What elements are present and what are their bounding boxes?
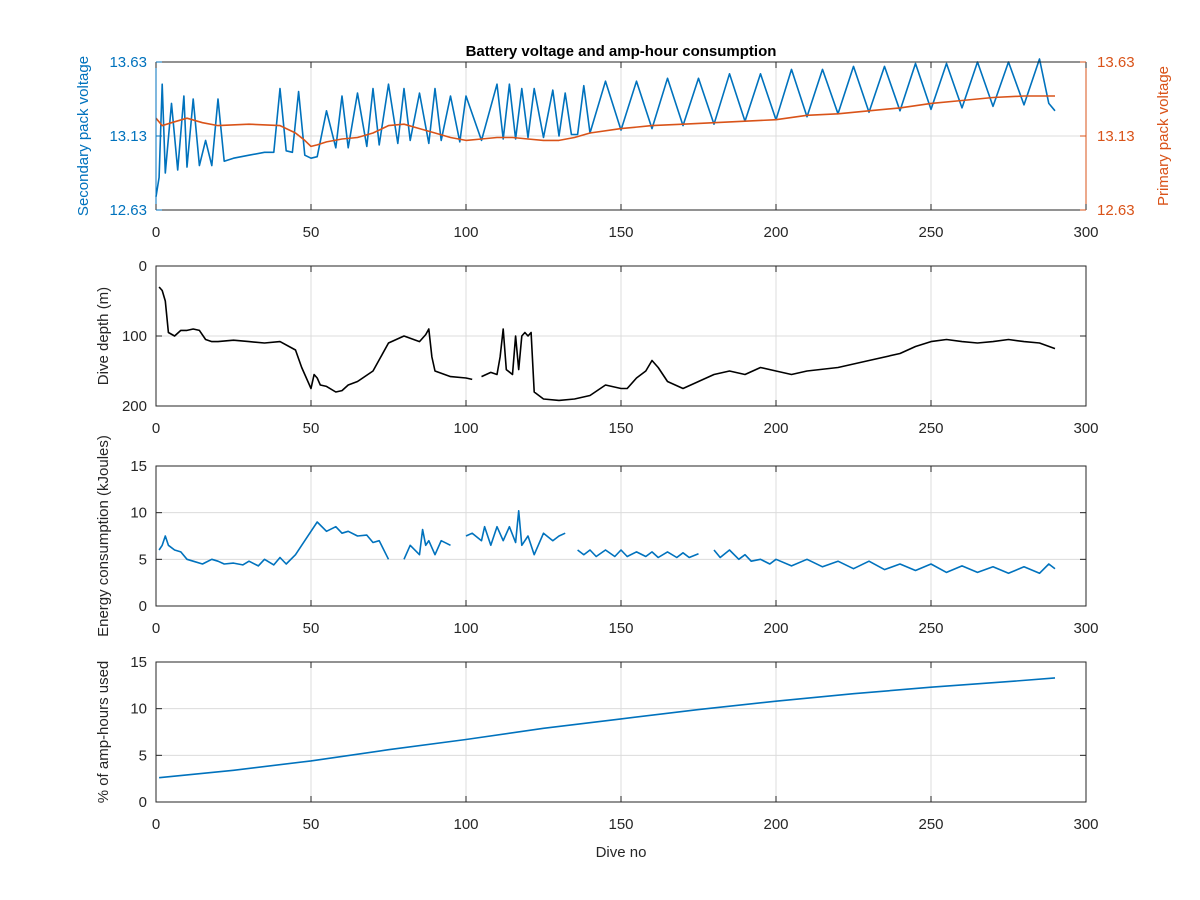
series-line-1 [155,58,1056,197]
y-tick-label: 200 [122,398,147,415]
y-tick-label: 10 [130,701,147,718]
x-tick-label: 0 [152,420,160,437]
y-tick-label: 0 [139,258,147,275]
y-tick-label: 0 [139,598,147,615]
x-tick-label: 100 [453,224,478,241]
series-line-1 [158,286,1056,402]
y-axis-label: Dive depth (m) [95,287,112,385]
x-tick-label: 200 [763,816,788,833]
panel-1: 0 50 100 150 200 250 300 12.63 13.13 13.63 12.63 13… [75,43,1172,241]
y-tick-label: 100 [122,328,147,345]
y-right-tick-label: 12.63 [1097,202,1135,219]
x-tick-label: 200 [763,224,788,241]
y-tick-label: 13.13 [109,128,147,145]
y-right-tick-label: 13.63 [1097,54,1135,71]
x-tick-label: 0 [152,620,160,637]
x-tick-label: 250 [918,620,943,637]
x-tick-label: 200 [763,620,788,637]
series-line-1 [159,677,1056,779]
y-axis-label-right: Primary pack voltage [1155,66,1172,206]
x-tick-label: 50 [303,224,320,241]
y-axis-label: Energy consumption (kJoules) [95,435,112,637]
series-line-1 [158,510,1056,575]
x-tick-label: 250 [918,420,943,437]
x-tick-label: 150 [608,620,633,637]
x-tick-label: 100 [453,420,478,437]
x-tick-label: 300 [1073,420,1098,437]
x-tick-label: 200 [763,420,788,437]
x-tick-label: 250 [918,816,943,833]
x-tick-label: 50 [303,816,320,833]
panel-4: 0 50 100 150 200 250 300 0 5 10 15 % of amp-hours u… [95,654,1099,861]
y-tick-label: 5 [139,551,147,568]
x-tick-label: 100 [453,816,478,833]
y-right-tick-label: 13.13 [1097,128,1135,145]
x-tick-label: 300 [1073,620,1098,637]
x-tick-label: 0 [152,816,160,833]
x-tick-label: 0 [152,224,160,241]
panel-2: 0 50 100 150 200 250 300 0 100 200 Dive depth (m) [95,258,1099,437]
chart-title: Battery voltage and amp-hour consumption [466,43,777,60]
y-axis-label: Secondary pack voltage [75,56,92,216]
y-tick-label: 12.63 [109,202,147,219]
x-tick-label: 150 [608,224,633,241]
x-tick-label: 50 [303,420,320,437]
x-tick-label: 50 [303,620,320,637]
y-tick-label: 15 [130,654,147,671]
x-tick-label: 150 [608,816,633,833]
y-tick-label: 5 [139,747,147,764]
y-tick-label: 13.63 [109,54,147,71]
x-tick-label: 300 [1073,224,1098,241]
series-line-2 [155,95,1055,148]
x-tick-label: 300 [1073,816,1098,833]
y-tick-label: 15 [130,458,147,475]
y-axis-label: % of amp-hours used [95,661,112,804]
y-tick-label: 10 [130,505,147,522]
x-axis-label: Dive no [596,844,647,861]
y-tick-label: 0 [139,794,147,811]
x-tick-label: 250 [918,224,943,241]
x-tick-label: 150 [608,420,633,437]
x-tick-label: 100 [453,620,478,637]
panel-3: 0 50 100 150 200 250 300 0 5 10 15 Energy consumpti… [95,435,1099,637]
